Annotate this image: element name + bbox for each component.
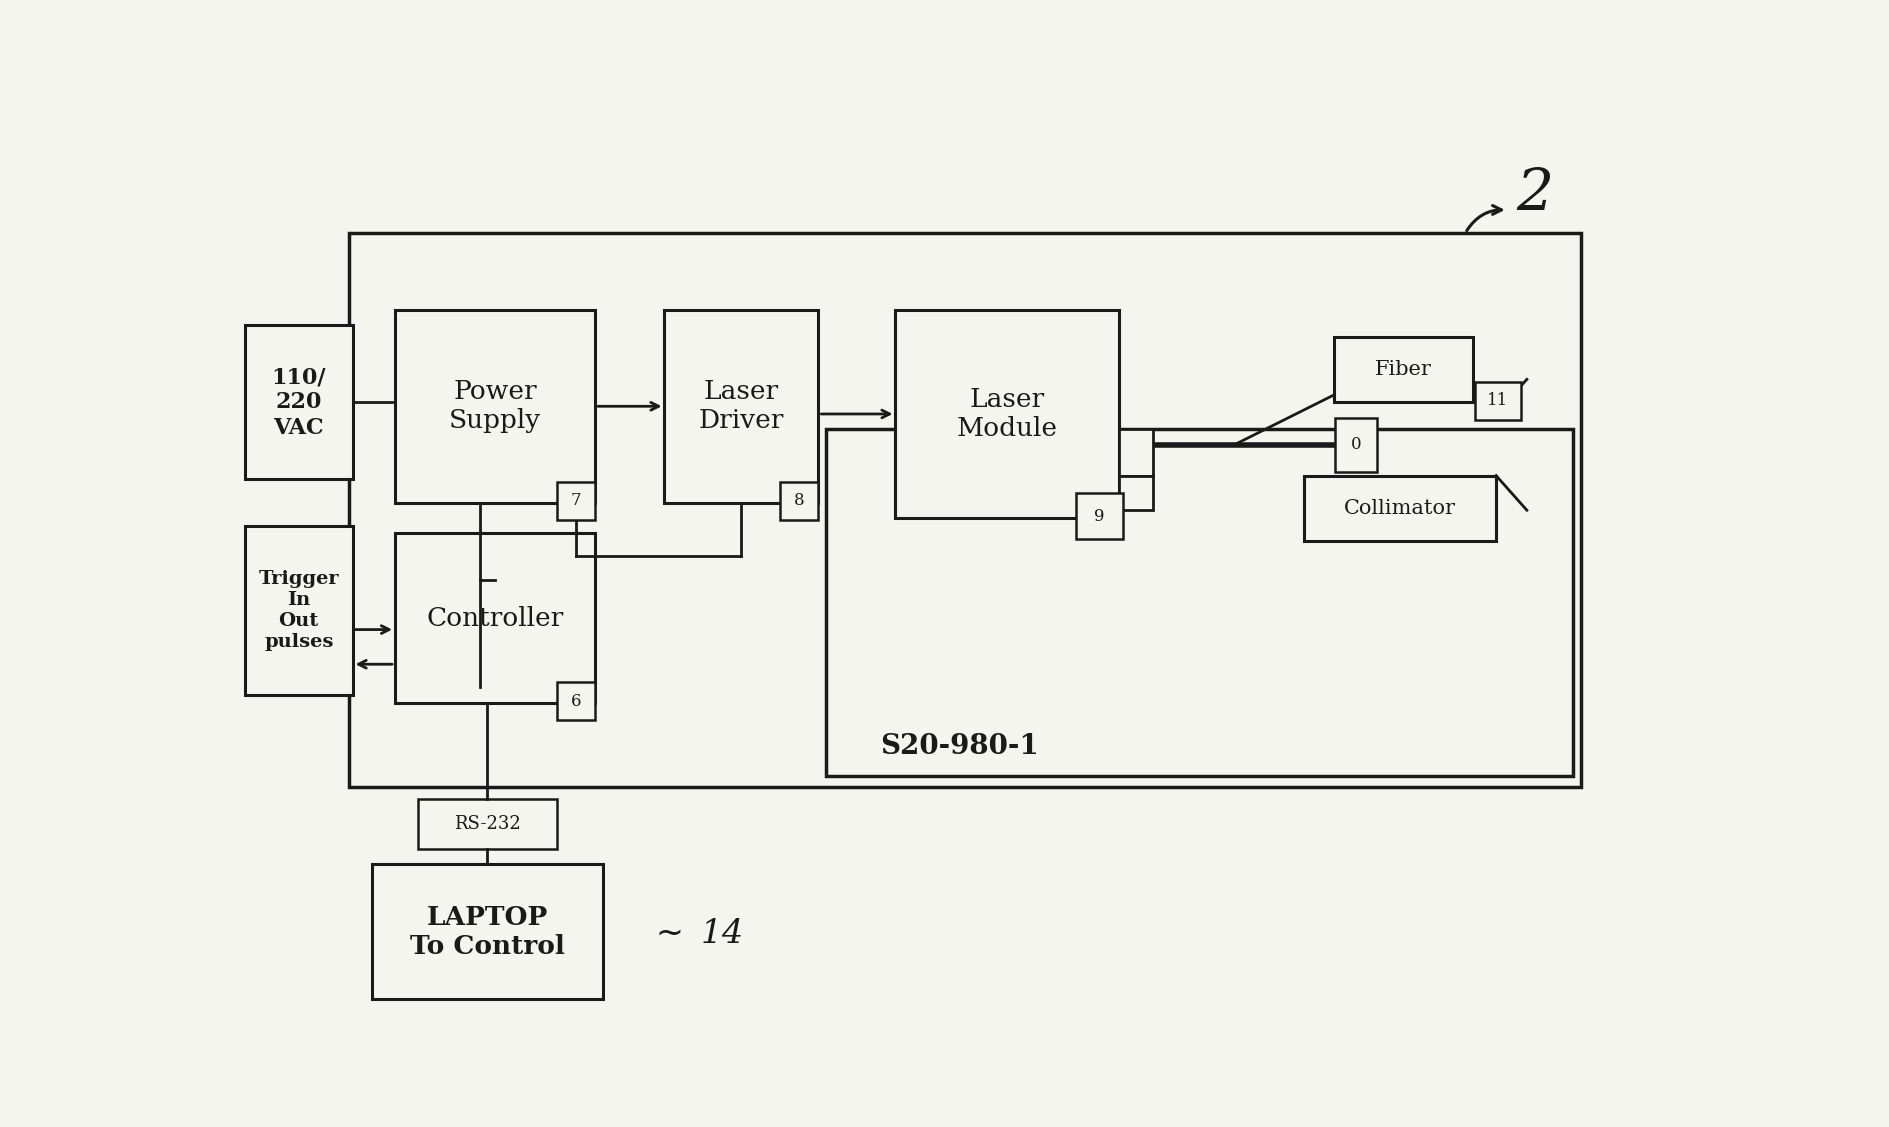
FancyBboxPatch shape [1473,382,1521,420]
Text: 2: 2 [1515,167,1553,223]
FancyBboxPatch shape [395,533,595,703]
Text: Power
Supply: Power Supply [450,380,540,433]
Text: Laser
Driver: Laser Driver [699,380,784,433]
FancyBboxPatch shape [417,799,557,849]
FancyBboxPatch shape [1334,418,1377,472]
Text: Trigger
In
Out
pulses: Trigger In Out pulses [259,570,338,650]
FancyBboxPatch shape [895,310,1118,518]
Text: 9: 9 [1094,508,1105,525]
Text: Laser
Module: Laser Module [956,387,1058,441]
FancyBboxPatch shape [372,864,603,1000]
FancyBboxPatch shape [1077,494,1122,540]
Text: 0: 0 [1351,436,1360,453]
FancyBboxPatch shape [1334,337,1472,402]
Text: 8: 8 [793,492,805,509]
Text: Fiber: Fiber [1375,361,1432,379]
FancyBboxPatch shape [557,481,595,521]
FancyBboxPatch shape [825,429,1572,775]
FancyBboxPatch shape [1118,476,1152,511]
FancyBboxPatch shape [1303,476,1496,541]
FancyBboxPatch shape [557,682,595,720]
FancyBboxPatch shape [780,481,818,521]
Text: S20-980-1: S20-980-1 [880,734,1039,761]
Text: $\sim$ 14: $\sim$ 14 [648,917,742,950]
Text: Controller: Controller [427,605,563,630]
Text: 7: 7 [570,492,582,509]
FancyBboxPatch shape [246,525,353,695]
FancyBboxPatch shape [1118,429,1152,476]
FancyBboxPatch shape [246,326,353,479]
Text: 11: 11 [1487,392,1507,409]
Text: LAPTOP
To Control: LAPTOP To Control [410,905,565,959]
FancyBboxPatch shape [349,233,1579,788]
FancyBboxPatch shape [395,310,595,503]
Text: Collimator: Collimator [1343,499,1455,517]
Text: 110/
220
VAC: 110/ 220 VAC [272,366,325,438]
Text: RS-232: RS-232 [453,815,521,833]
FancyBboxPatch shape [665,310,818,503]
Text: 6: 6 [570,693,582,710]
